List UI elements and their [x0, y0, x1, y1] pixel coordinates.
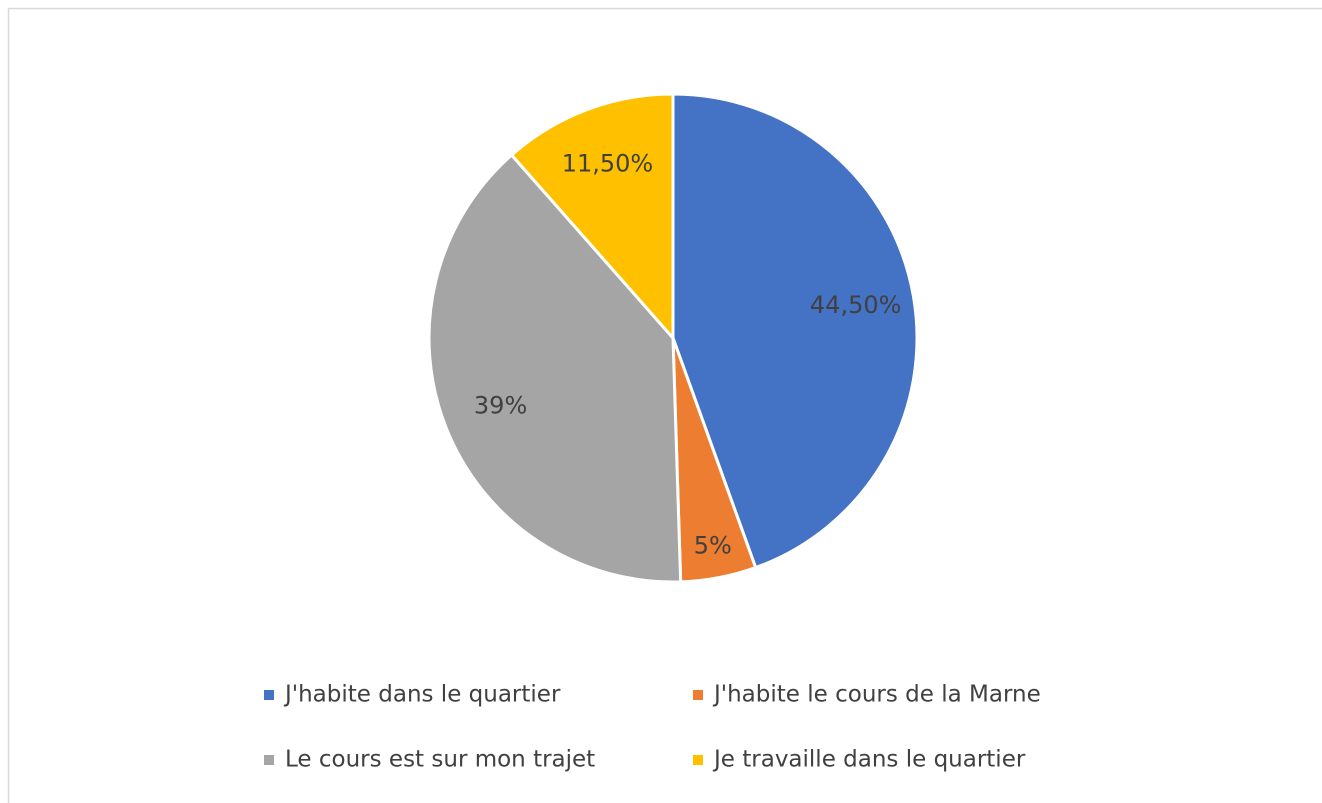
- pie-slice: [509, 92, 675, 342]
- legend-marker: [693, 755, 703, 765]
- data-label: 5%: [694, 532, 732, 560]
- pie-slice: [671, 92, 919, 570]
- data-label: 11,50%: [562, 150, 654, 178]
- legend-marker: [693, 690, 703, 700]
- legend-marker: [264, 690, 274, 700]
- legend-label: J'habite le cours de la Marne: [712, 682, 1041, 708]
- pie-slice: [427, 152, 683, 584]
- legend-label: J'habite dans le quartier: [283, 682, 561, 708]
- data-label: 44,50%: [810, 291, 902, 319]
- legend-label: Je travaille dans le quartier: [712, 747, 1026, 773]
- legend-marker: [264, 755, 274, 765]
- data-label: 39%: [474, 391, 527, 419]
- legend-label: Le cours est sur mon trajet: [285, 747, 595, 773]
